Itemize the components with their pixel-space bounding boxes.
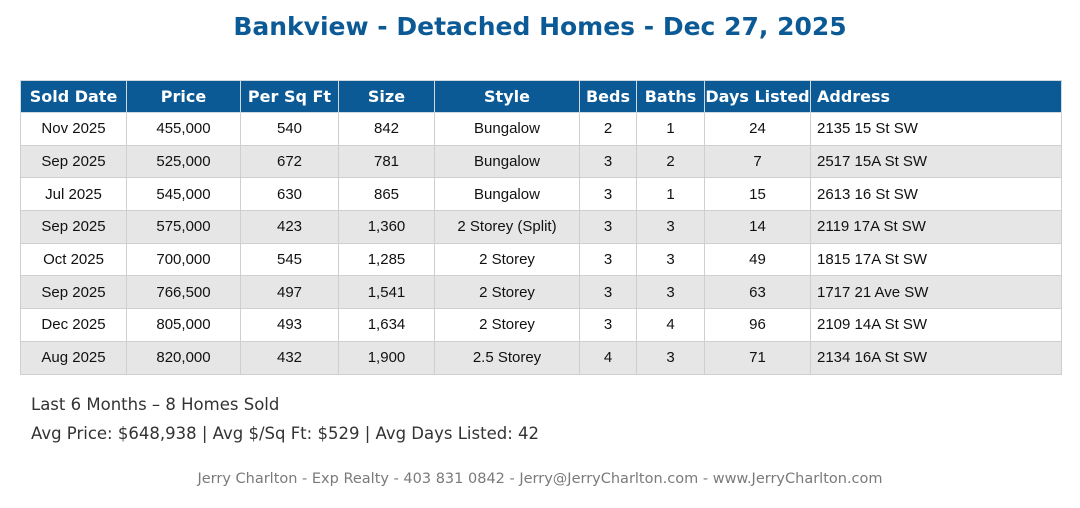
table-cell: 545 (240, 242, 339, 277)
table-cell: 1,900 (338, 340, 435, 375)
table-cell: 805,000 (126, 308, 241, 342)
table-row: Oct 2025 700,000 545 1,285 2 Storey 3 3 49 1815 … (20, 242, 1062, 277)
page-title: Bankview - Detached Homes - Dec 27, 2025 (233, 12, 847, 41)
table-row: Nov 2025 455,000 540 842 Bungalow 2 1 24 2135 15… (20, 112, 1062, 146)
table-cell: Dec 2025 (20, 308, 127, 342)
table-cell: 2613 16 St SW (810, 177, 1062, 212)
column-header: Style (434, 80, 580, 113)
table-cell: 842 (338, 112, 435, 146)
table-cell: 575,000 (126, 210, 241, 244)
table-cell: 781 (338, 144, 435, 179)
table-cell: 2 (636, 144, 705, 179)
table-cell: Jul 2025 (20, 177, 127, 212)
table-row: Dec 2025 805,000 493 1,634 2 Storey 3 4 96 2109 … (20, 308, 1062, 342)
table-cell: 3 (636, 275, 705, 310)
table-cell: 3 (579, 242, 637, 277)
table-cell: 2 Storey (Split) (434, 210, 580, 244)
table-cell: 3 (636, 242, 705, 277)
summary-count: Last 6 Months – 8 Homes Sold (31, 395, 280, 414)
table-cell: 545,000 (126, 177, 241, 212)
table-cell: 1 (636, 177, 705, 212)
table-row: Aug 2025 820,000 432 1,900 2.5 Storey 4 3 71 213… (20, 340, 1062, 375)
table-cell: 71 (704, 340, 811, 375)
table-cell: 15 (704, 177, 811, 212)
column-header: Price (126, 80, 241, 113)
table-cell: 49 (704, 242, 811, 277)
table-cell: 63 (704, 275, 811, 310)
table-cell: 1,541 (338, 275, 435, 310)
table-cell: 432 (240, 340, 339, 375)
table-cell: 2109 14A St SW (810, 308, 1062, 342)
table-cell: Sep 2025 (20, 275, 127, 310)
summary-averages: Avg Price: $648,938 | Avg $/Sq Ft: $529 … (31, 424, 539, 443)
table-cell: 3 (636, 210, 705, 244)
table-cell: 3 (579, 144, 637, 179)
table-cell: 3 (579, 275, 637, 310)
table-cell: 3 (579, 308, 637, 342)
table-cell: Nov 2025 (20, 112, 127, 146)
table-cell: 630 (240, 177, 339, 212)
table-cell: 2 (579, 112, 637, 146)
table-cell: Sep 2025 (20, 210, 127, 244)
table-row: Jul 2025 545,000 630 865 Bungalow 3 1 15 2613 16… (20, 177, 1062, 212)
table-cell: 1 (636, 112, 705, 146)
column-header: Days Listed (704, 80, 811, 113)
column-header: Size (338, 80, 435, 113)
table-cell: 497 (240, 275, 339, 310)
table-header-row: Sold Date Price Per Sq Ft Size Style Beds Bath… (20, 80, 1062, 113)
table-cell: Bungalow (434, 177, 580, 212)
table-cell: 2.5 Storey (434, 340, 580, 375)
table-cell: 1,634 (338, 308, 435, 342)
table-cell: 3 (579, 177, 637, 212)
table-cell: 2135 15 St SW (810, 112, 1062, 146)
table-cell: 4 (636, 308, 705, 342)
column-header: Per Sq Ft (240, 80, 339, 113)
table-cell: 423 (240, 210, 339, 244)
table-cell: 4 (579, 340, 637, 375)
table-cell: 455,000 (126, 112, 241, 146)
table-cell: 2 Storey (434, 242, 580, 277)
table-cell: Bungalow (434, 112, 580, 146)
table-cell: 2 Storey (434, 308, 580, 342)
table-cell: 700,000 (126, 242, 241, 277)
table-cell: 1,285 (338, 242, 435, 277)
table-cell: 3 (579, 210, 637, 244)
table-cell: 525,000 (126, 144, 241, 179)
column-header: Beds (579, 80, 637, 113)
table-row: Sep 2025 575,000 423 1,360 2 Storey (Split) 3… (20, 210, 1062, 244)
table-cell: 1,360 (338, 210, 435, 244)
table-cell: 96 (704, 308, 811, 342)
table-cell: 2517 15A St SW (810, 144, 1062, 179)
table-cell: 1717 21 Ave SW (810, 275, 1062, 310)
table-cell: 2119 17A St SW (810, 210, 1062, 244)
table-cell: Bungalow (434, 144, 580, 179)
column-header: Baths (636, 80, 705, 113)
table-cell: 540 (240, 112, 339, 146)
column-header: Sold Date (20, 80, 127, 113)
table-cell: 493 (240, 308, 339, 342)
table-cell: 7 (704, 144, 811, 179)
table-row: Sep 2025 525,000 672 781 Bungalow 3 2 7 2517 15A… (20, 144, 1062, 179)
table-cell: 766,500 (126, 275, 241, 310)
table-cell: 672 (240, 144, 339, 179)
table-cell: 3 (636, 340, 705, 375)
table-cell: 865 (338, 177, 435, 212)
sales-table: Sold Date Price Per Sq Ft Size Style Beds Bath… (20, 80, 1062, 375)
table-cell: Aug 2025 (20, 340, 127, 375)
table-row: Sep 2025 766,500 497 1,541 2 Storey 3 3 63 1717 … (20, 275, 1062, 310)
column-header: Address (810, 80, 1062, 113)
table-cell: 14 (704, 210, 811, 244)
contact-footer: Jerry Charlton - Exp Realty - 403 831 08… (197, 471, 883, 487)
table-cell: 24 (704, 112, 811, 146)
table-cell: Sep 2025 (20, 144, 127, 179)
table-cell: 820,000 (126, 340, 241, 375)
table-cell: 1815 17A St SW (810, 242, 1062, 277)
table-cell: 2 Storey (434, 275, 580, 310)
table-cell: Oct 2025 (20, 242, 127, 277)
table-cell: 2134 16A St SW (810, 340, 1062, 375)
